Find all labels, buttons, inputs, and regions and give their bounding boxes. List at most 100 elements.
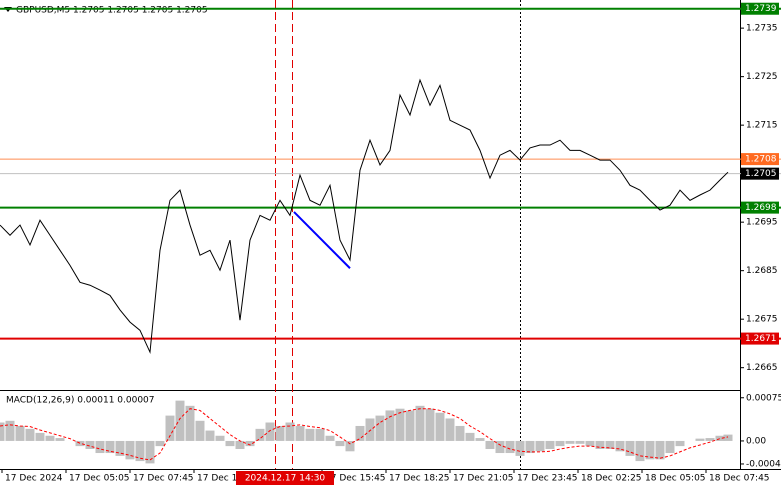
histogram-bar — [175, 400, 185, 441]
histogram-bar — [695, 438, 705, 441]
histogram-bar — [395, 408, 405, 441]
cursor-label-box — [236, 471, 334, 485]
histogram-bar — [495, 440, 505, 454]
histogram-bar — [305, 428, 315, 441]
level-label-box — [741, 153, 779, 166]
histogram-bar — [585, 440, 595, 447]
x-tick-label: 17 Dec 2024 — [5, 474, 63, 484]
histogram-bar — [385, 410, 395, 441]
level-label-box — [741, 2, 779, 15]
histogram-bar — [625, 440, 635, 456]
histogram-bar — [285, 422, 295, 441]
histogram-bar — [465, 432, 475, 441]
level-label-box — [741, 201, 779, 214]
x-tick-label: 18 Dec 05:05 — [645, 474, 706, 484]
histogram-bar — [315, 428, 325, 441]
x-tick-label: 17 Dec 18:25 — [389, 474, 450, 484]
histogram-bar — [715, 435, 725, 441]
x-tick-label: 17 Dec 10:25 — [197, 474, 258, 484]
level-label: 1.2739 — [745, 4, 777, 14]
histogram-bar — [605, 440, 615, 449]
histogram-bar — [375, 415, 385, 441]
histogram-bar — [655, 440, 665, 460]
histogram-bar — [135, 440, 145, 462]
histogram-bar — [455, 425, 465, 441]
histogram-bar — [365, 418, 375, 441]
histogram-bar — [155, 440, 165, 447]
level-label-box — [741, 332, 779, 345]
histogram-bar — [195, 420, 205, 441]
price-line — [0, 78, 729, 355]
x-tick-label: 17 Dec 05:05 — [69, 474, 130, 484]
histogram-bar — [445, 418, 455, 441]
histogram-bar — [275, 425, 285, 441]
indicator-title: MACD(12,26,9) 0.00011 0.00007 — [6, 396, 155, 406]
x-tick-label: 18 Dec 02:25 — [581, 474, 642, 484]
histogram-bar — [515, 440, 525, 456]
histogram-bar — [225, 440, 235, 447]
level-label: 1.2671 — [745, 334, 777, 344]
histogram-bar — [435, 412, 445, 441]
histogram-bar — [115, 440, 125, 456]
histogram-bar — [475, 438, 485, 441]
histogram-bar — [55, 438, 65, 441]
histogram-bar — [615, 440, 625, 452]
level-label: 1.2708 — [745, 155, 777, 165]
histogram-bar — [325, 435, 335, 441]
histogram-bar — [723, 434, 733, 441]
histogram-bar — [525, 440, 535, 454]
histogram-bar — [665, 440, 675, 454]
histogram-bar — [565, 440, 575, 444]
histogram-bar — [675, 440, 685, 447]
x-tick-label: 17 Dec 15:45 — [325, 474, 386, 484]
histogram-bar — [125, 440, 135, 460]
histogram-bar — [205, 430, 215, 441]
histogram-bar — [485, 440, 495, 449]
histogram-bar — [645, 440, 655, 460]
y-tick-label: 0.00075 — [746, 393, 781, 403]
histogram-bar — [165, 415, 175, 441]
histogram-bar — [345, 440, 355, 452]
histogram-bar — [555, 440, 565, 447]
histogram-bar — [235, 440, 245, 449]
histogram-bar — [265, 422, 275, 441]
histogram-bar — [505, 440, 515, 454]
histogram-bar — [15, 425, 25, 441]
histogram-bar — [425, 408, 435, 441]
histogram-bar — [45, 435, 55, 441]
y-tick-label: 1.2665 — [746, 363, 778, 373]
histogram-bar — [575, 440, 585, 444]
chart-title: GBPUSD,M5 1.2705 1.2705 1.2705 1.2705 — [16, 6, 208, 16]
y-tick-label: 0.00 — [746, 436, 766, 446]
signal-line — [0, 408, 729, 461]
histogram-bar — [35, 432, 45, 441]
histogram-bar — [0, 422, 5, 441]
histogram-bar — [215, 435, 225, 441]
y-tick-label: 1.2695 — [746, 218, 778, 228]
histogram-bar — [85, 440, 95, 449]
y-tick-label: 1.2715 — [746, 121, 778, 131]
histogram-bar — [295, 425, 305, 441]
histogram-bar — [25, 428, 35, 441]
level-label-box — [741, 167, 779, 180]
histogram-bar — [185, 405, 195, 441]
y-tick-label: 1.2685 — [746, 266, 778, 276]
histogram-bar — [355, 425, 365, 441]
y-tick-label: -0.0004 — [746, 459, 781, 469]
histogram-bar — [5, 420, 15, 441]
x-tick-label: 17 Dec 23:45 — [517, 474, 578, 484]
trend-line — [293, 211, 351, 269]
histogram-bar — [595, 440, 605, 449]
y-tick-label: 1.2725 — [746, 72, 778, 82]
histogram-bar — [245, 440, 255, 447]
histogram-bar — [635, 440, 645, 462]
histogram-bar — [535, 440, 545, 452]
y-tick-label: 1.2675 — [746, 315, 778, 325]
level-label: 1.2698 — [745, 203, 777, 213]
histogram-bar — [415, 405, 425, 441]
histogram-bar — [705, 438, 715, 441]
histogram-bar — [405, 410, 415, 441]
y-tick-label: 1.2735 — [746, 24, 778, 34]
